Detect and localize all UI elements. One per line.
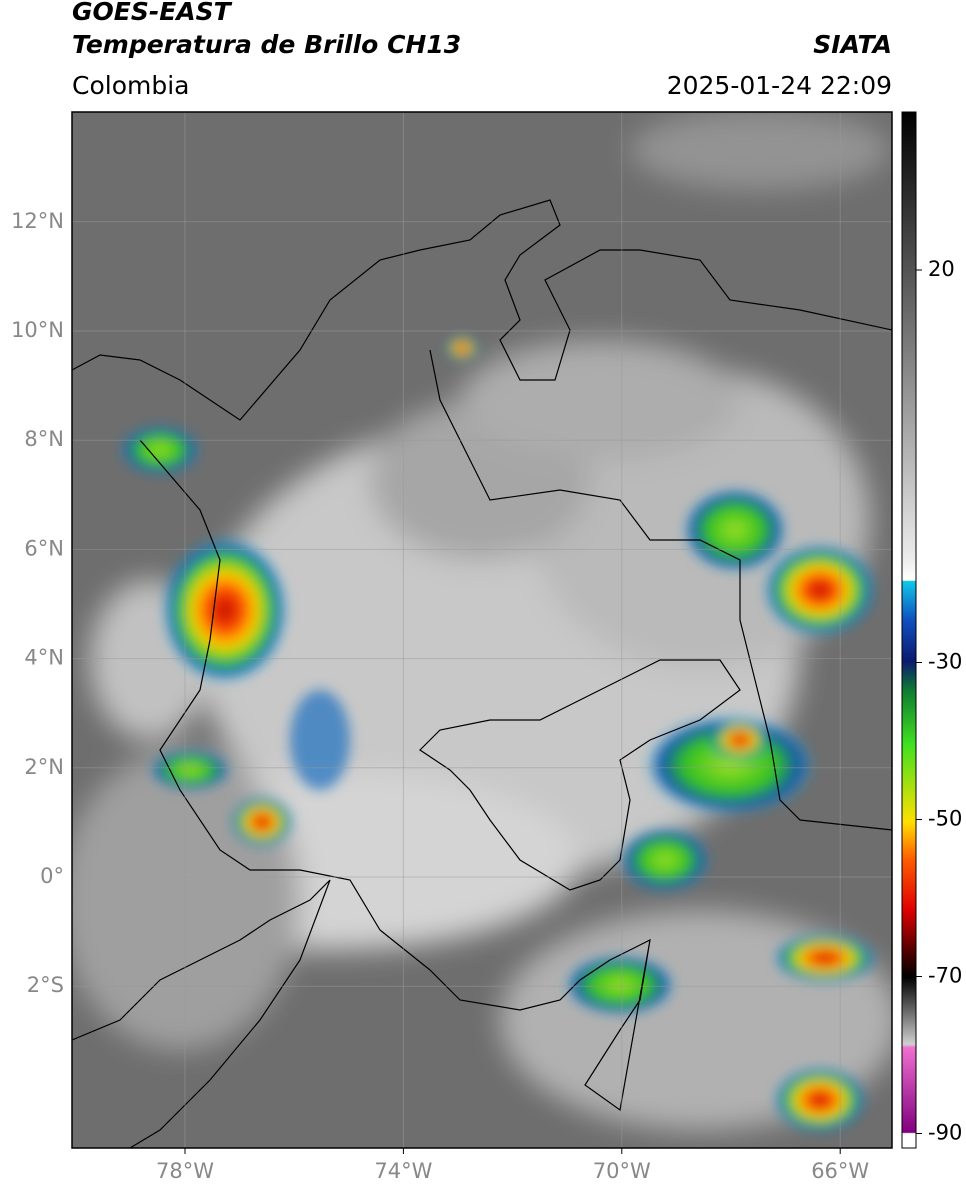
lat-label: 10°N: [11, 318, 64, 342]
source-title: GOES-EAST: [72, 0, 233, 26]
agency: SIATA: [813, 30, 892, 59]
lat-label: 2°N: [24, 755, 64, 779]
timestamp: 2025-01-24 22:09: [667, 71, 892, 100]
lat-label: 0°: [40, 864, 64, 888]
lat-label: 12°N: [11, 209, 64, 233]
product-title: Temperatura de Brillo CH13: [72, 30, 461, 59]
lon-label: 74°W: [374, 1159, 432, 1183]
graticule: [72, 112, 892, 1148]
colorbar-label: -50: [928, 807, 962, 831]
lat-label: 8°N: [24, 427, 64, 451]
region: Colombia: [72, 71, 189, 100]
lon-label: 70°W: [593, 1159, 651, 1183]
colorbar-label: 20: [928, 257, 955, 281]
map-frame: [71, 111, 893, 1149]
borders: [72, 199, 892, 1148]
colorbar: [901, 111, 917, 1149]
colorbar-label: -30: [928, 650, 962, 674]
colorbar-label: -70: [928, 964, 962, 988]
colorbar-label: -90: [928, 1121, 962, 1145]
lat-label: 2°S: [27, 973, 64, 997]
lon-label: 78°W: [156, 1159, 214, 1183]
lon-label: 66°W: [811, 1159, 869, 1183]
lat-label: 4°N: [24, 646, 64, 670]
lat-label: 6°N: [24, 536, 64, 560]
satellite-image: [72, 112, 892, 1148]
